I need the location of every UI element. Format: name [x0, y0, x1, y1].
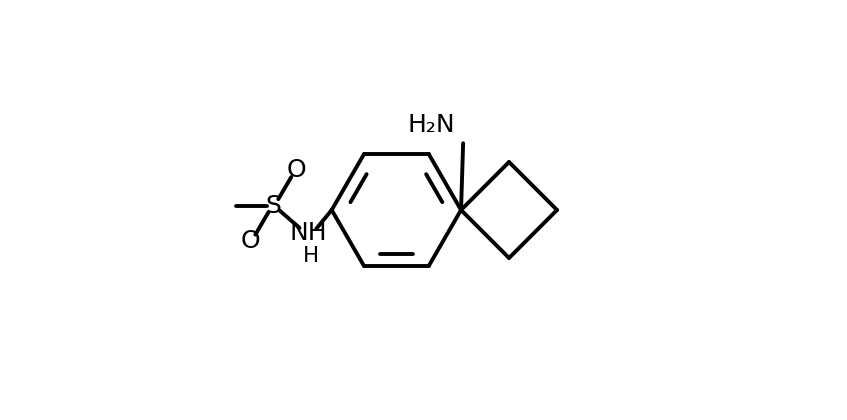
- Text: H: H: [302, 246, 319, 266]
- Text: H₂N: H₂N: [407, 113, 455, 137]
- Text: NH: NH: [290, 221, 328, 245]
- Text: O: O: [241, 229, 260, 253]
- Text: O: O: [286, 158, 306, 182]
- Text: S: S: [265, 194, 281, 218]
